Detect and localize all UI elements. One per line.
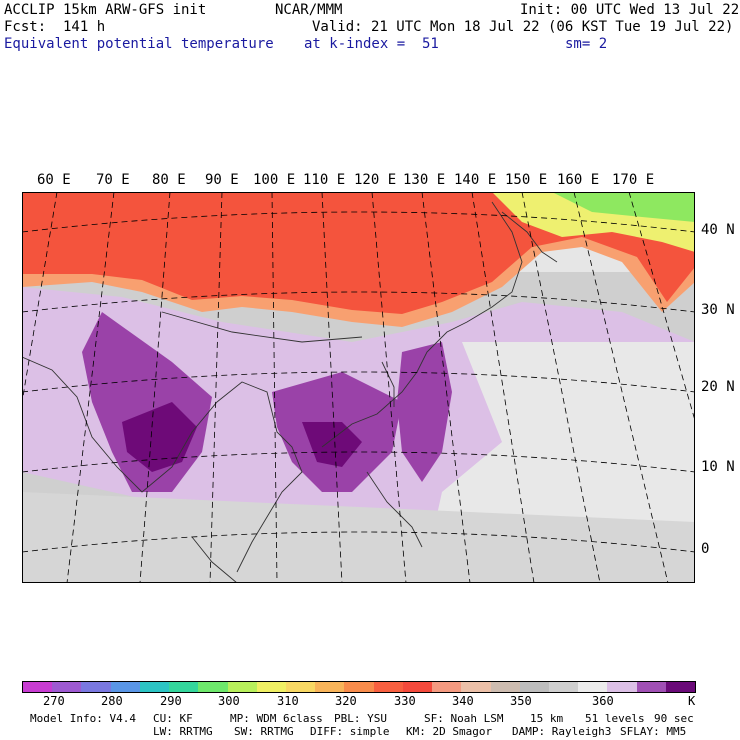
lon-label: 70 E [96,172,130,188]
footer-sf: SF: Noah LSM [424,712,504,725]
coastlines [22,201,558,583]
footer-model-info: Model Info: V4.4 [30,712,136,725]
level-label: at k-index = 51 [304,36,439,52]
lat-label: 20 N [701,379,735,395]
lon-label: 170 E [612,172,655,188]
footer-timestep: 90 sec [654,712,694,725]
deep-india [122,402,197,472]
footer-sflay: SFLAY: MM5 [620,725,687,738]
colorbar-swatch [81,682,111,692]
footer-diff: DIFF: simple [310,725,390,738]
colorbar-tick-label: 350 [510,694,532,708]
lon-label: 100 E [253,172,296,188]
lon-label: 140 E [454,172,497,188]
footer-levels: 51 levels [585,712,645,725]
footer-mp: MP: WDM 6class [230,712,323,725]
cool-ne-green [552,192,695,222]
colorbar-tick-label: 310 [277,694,299,708]
lon-label: 130 E [403,172,446,188]
model-title: ACCLIP 15km ARW-GFS init [4,2,207,18]
gray-south [22,492,695,583]
footer-sw: SW: RRTMG [234,725,294,738]
lat-label: 10 N [701,459,735,475]
colorbar-swatch [607,682,637,692]
lon-label: 120 E [354,172,397,188]
colorbar-tick-label: 320 [335,694,357,708]
forecast-hour: Fcst: 141 h [4,19,106,35]
lon-label: 80 E [152,172,186,188]
colorbar-tick-label: 300 [218,694,240,708]
colorbar-swatch [169,682,199,692]
footer-damp: DAMP: Rayleigh3 [512,725,612,738]
lon-label: 90 E [205,172,239,188]
colorbar-tick-label: 270 [43,694,65,708]
valid-time: Valid: 21 UTC Mon 18 Jul 22 (06 KST Tue … [312,19,734,35]
colorbar-swatch [578,682,608,692]
lat-label: 30 N [701,302,735,318]
colorbar-swatch [519,682,549,692]
lon-label: 60 E [37,172,71,188]
colorbar-tick-label: 340 [452,694,474,708]
map-frame [22,192,695,583]
colorbar-swatch [490,682,520,692]
colorbar-tick-label: 290 [160,694,182,708]
colorbar-swatch [227,682,257,692]
graticule [22,192,695,583]
purple-pacific [397,342,452,482]
lat-label: 0 [701,541,710,557]
colorbar-swatch [315,682,345,692]
footer-km: KM: 2D Smagor [406,725,493,738]
colorbar-swatch [23,682,53,692]
colorbar-swatch [256,682,286,692]
colorbar-swatch [432,682,462,692]
footer-cu: CU: KF [153,712,193,725]
colorbar-swatch [402,682,433,692]
field-name: Equivalent potential temperature [4,36,274,52]
colorbar-swatch [285,682,316,692]
colorbar-swatch [461,682,491,692]
colorbar-swatch [548,682,579,692]
colorbar-swatch [139,682,170,692]
map-panel [22,192,695,583]
footer-pbl: PBL: YSU [334,712,387,725]
colorbar-tick-label: 360 [592,694,614,708]
smoothing-label: sm= 2 [565,36,608,52]
colorbar-swatch [110,682,140,692]
colorbar-tick-label: 280 [101,694,123,708]
colorbar-swatch [198,682,228,692]
colorbar-tick-label: 330 [394,694,416,708]
lon-label: 150 E [505,172,548,188]
init-time: Init: 00 UTC Wed 13 Jul 22 [520,2,740,18]
lon-label: 110 E [303,172,346,188]
deep-indochina [302,422,362,467]
colorbar-swatch [636,682,666,692]
colorbar-swatch [52,682,82,692]
lon-label: 160 E [557,172,600,188]
colorbar [22,681,696,693]
colorbar-swatch [373,682,403,692]
colorbar-unit: K [688,694,696,708]
colorbar-swatch [665,682,696,692]
footer-lw: LW: RRTMG [153,725,213,738]
colorbar-swatch [344,682,374,692]
footer-resolution: 15 km [530,712,564,725]
lat-label: 40 N [701,222,735,238]
org-label: NCAR/MMM [275,2,343,18]
